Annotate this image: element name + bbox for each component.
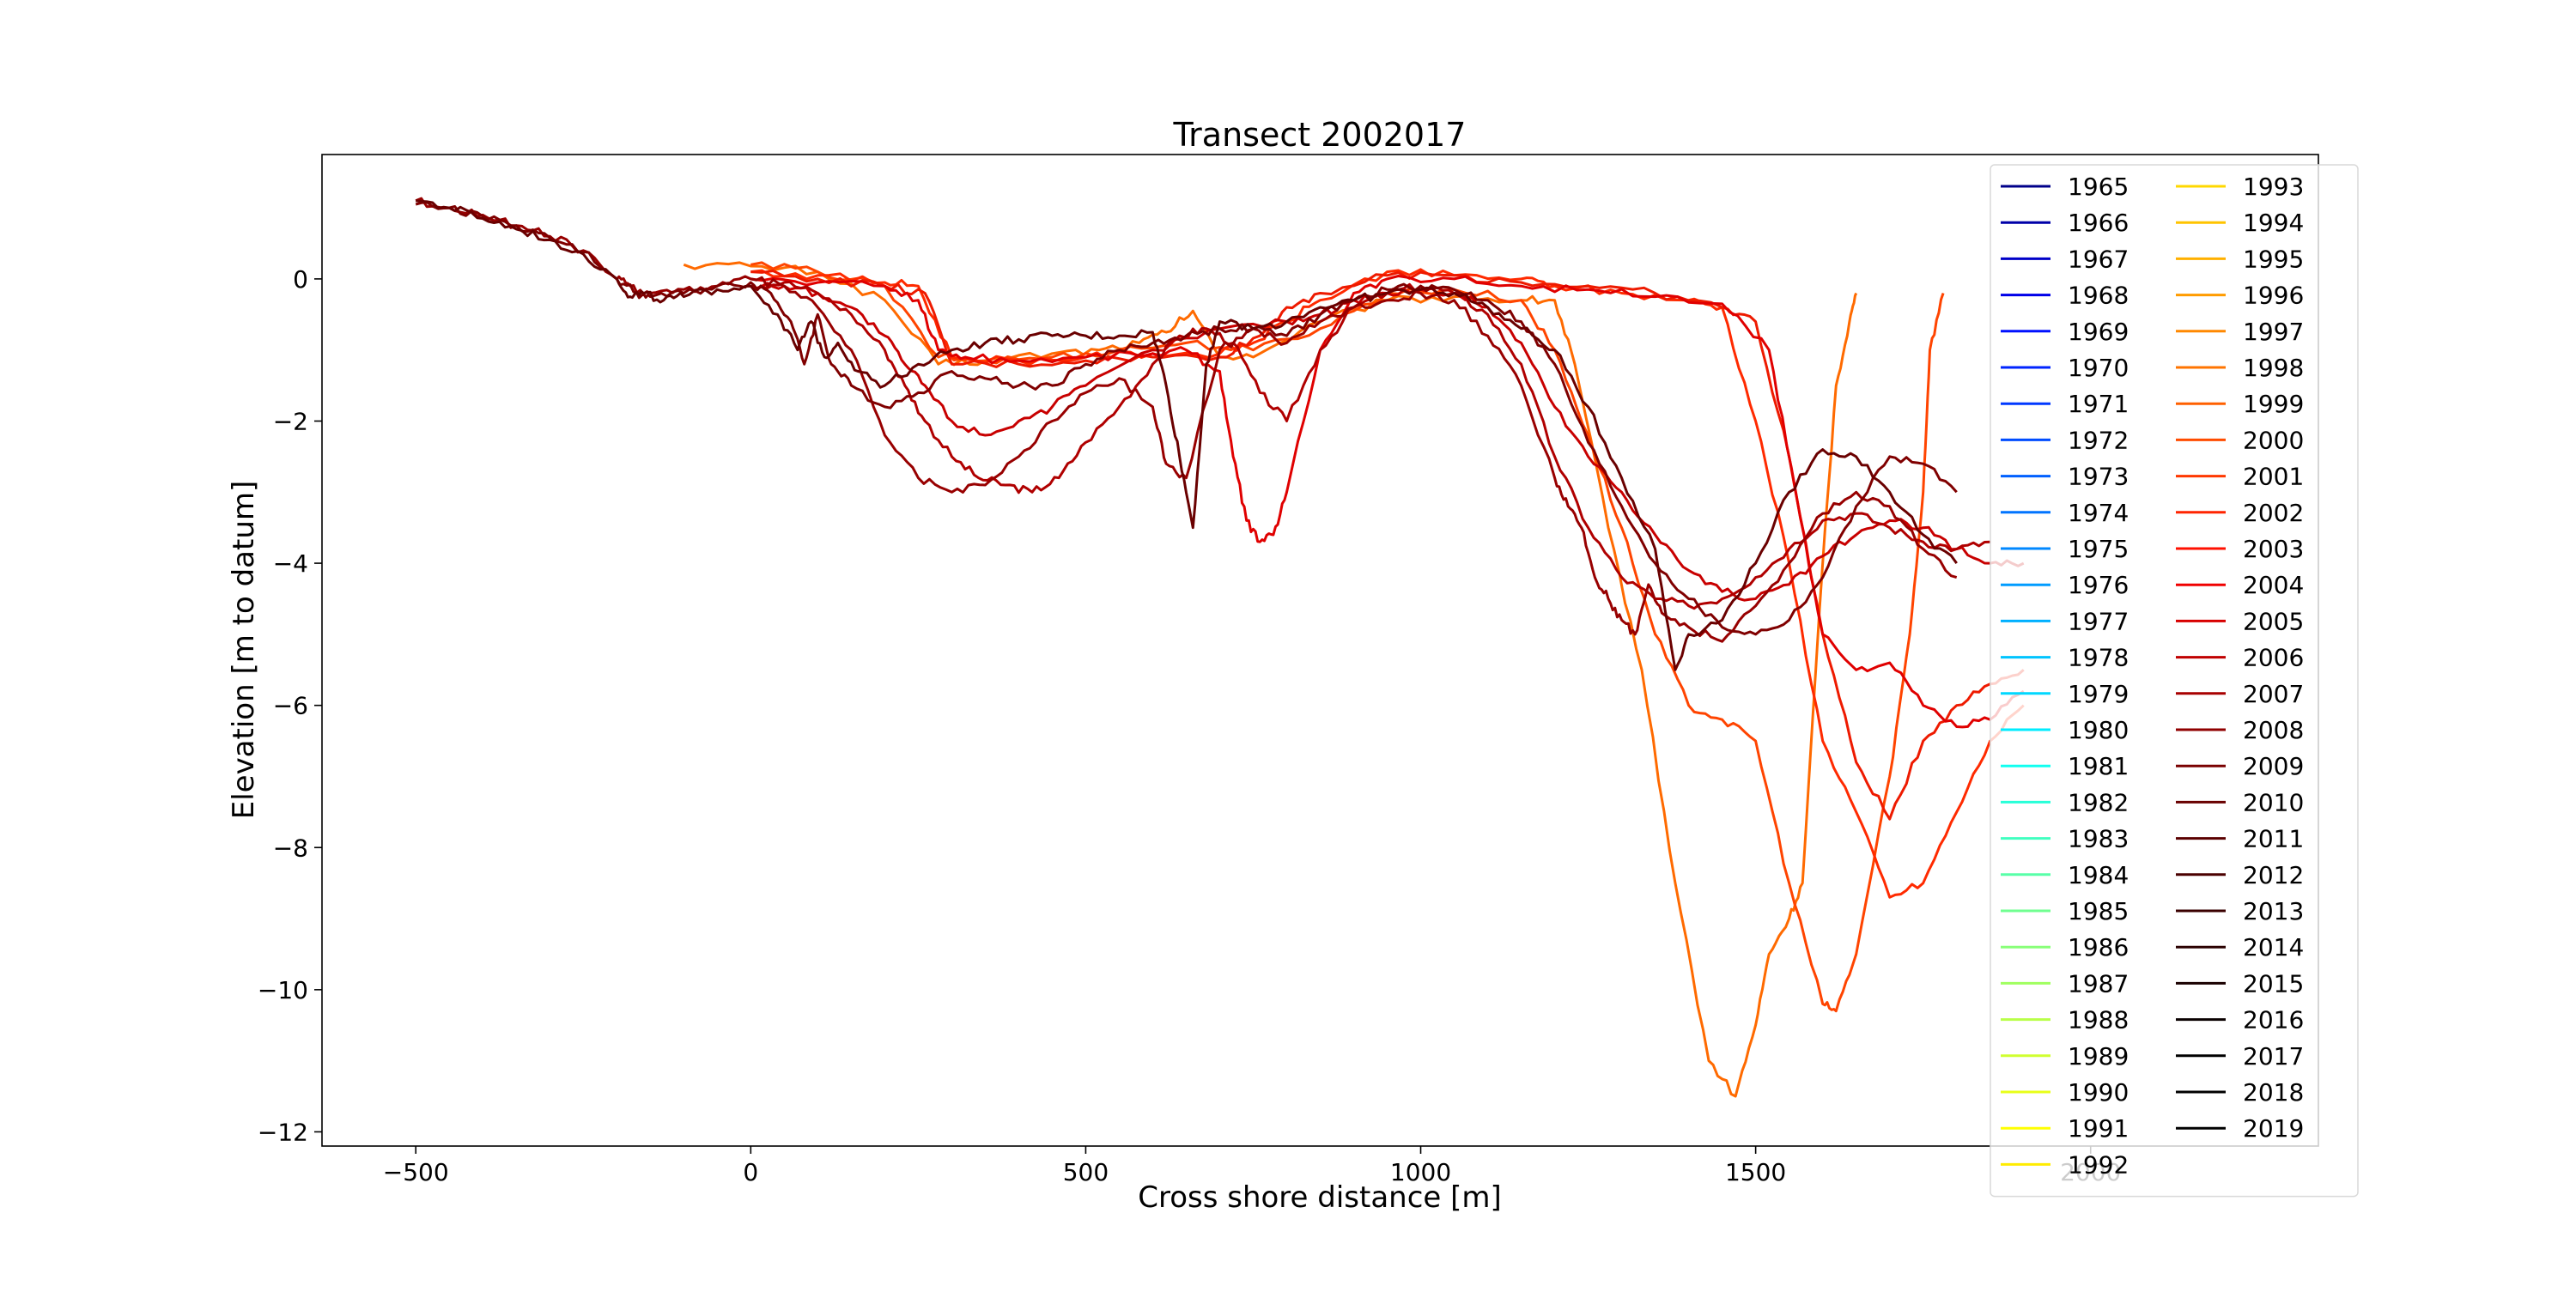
- legend-label: 1994: [2243, 209, 2304, 237]
- x-tick-label: −500: [383, 1158, 449, 1186]
- legend-label: 2013: [2243, 897, 2304, 925]
- legend-label: 1982: [2068, 788, 2129, 816]
- legend: 1965 1966 1967 1968 1969 1970 1971 1972 1973 1974…: [1990, 164, 2359, 1198]
- legend-label: 1983: [2068, 825, 2129, 853]
- legend-label: 1996: [2243, 282, 2304, 310]
- y-tick-label: −12: [258, 1118, 308, 1146]
- legend-label: 1997: [2243, 318, 2304, 346]
- y-tick-label: −2: [273, 407, 308, 435]
- legend-label: 1977: [2068, 607, 2129, 635]
- x-tick-label: 500: [1063, 1158, 1109, 1186]
- legend-label: 1998: [2243, 354, 2304, 382]
- x-tick-label: 0: [743, 1158, 758, 1186]
- legend-label: 1980: [2068, 716, 2129, 744]
- y-tick-label: 0: [293, 265, 308, 294]
- legend-label: 1969: [2068, 318, 2129, 346]
- legend-label: 1987: [2068, 969, 2129, 998]
- legend-label: 2016: [2243, 1006, 2304, 1034]
- legend-label: 1974: [2068, 499, 2129, 527]
- legend-label: 2011: [2243, 825, 2304, 853]
- legend-label: 1976: [2068, 571, 2129, 599]
- y-tick-label: −4: [273, 549, 308, 578]
- legend-label: 1975: [2068, 535, 2129, 563]
- legend-label: 1968: [2068, 282, 2129, 310]
- y-tick-label: −10: [258, 976, 308, 1004]
- plot-area: [322, 155, 2318, 1146]
- legend-label: 2015: [2243, 969, 2304, 998]
- x-tick-label: 1500: [1725, 1158, 1786, 1186]
- legend-label: 1986: [2068, 933, 2129, 961]
- series-line: [750, 261, 1945, 1013]
- y-ticks: −12 −10 −8 −6 −4 −2 0: [258, 265, 322, 1146]
- legend-label: 1973: [2068, 463, 2129, 491]
- legend-label: 1992: [2068, 1150, 2129, 1179]
- legend-label: 1993: [2243, 173, 2304, 201]
- legend-label: 2004: [2243, 571, 2304, 599]
- x-ticks: −5000500100015002000: [383, 1146, 2121, 1186]
- y-tick-label: −6: [273, 692, 308, 720]
- legend-label: 2008: [2243, 716, 2304, 744]
- chart-title: Transect 2002017: [1173, 116, 1467, 154]
- legend-label: 2006: [2243, 644, 2304, 672]
- x-axis-label: Cross shore distance [m]: [1138, 1180, 1502, 1215]
- legend-box: [1990, 164, 2359, 1198]
- legend-label: 2018: [2243, 1078, 2304, 1107]
- legend-label: 2003: [2243, 535, 2304, 563]
- legend-label: 2014: [2243, 933, 2304, 961]
- series-line: [750, 281, 1990, 610]
- legend-label: 1967: [2068, 245, 2129, 273]
- legend-label: 1965: [2068, 173, 2129, 201]
- legend-label: 2009: [2243, 752, 2304, 780]
- legend-label: 1971: [2068, 390, 2129, 418]
- series-line: [750, 270, 2025, 821]
- legend-label: 2017: [2243, 1042, 2304, 1071]
- legend-label: 1966: [2068, 209, 2129, 237]
- legend-label: 1991: [2068, 1114, 2129, 1143]
- legend-label: 2002: [2243, 499, 2304, 527]
- legend-label: 2001: [2243, 463, 2304, 491]
- legend-label: 1985: [2068, 897, 2129, 925]
- x-tick-label: 1000: [1390, 1158, 1451, 1186]
- legend-label: 2005: [2243, 607, 2304, 635]
- series-line: [415, 201, 1958, 636]
- legend-label: 1999: [2243, 390, 2304, 418]
- legend-label: 1989: [2068, 1042, 2129, 1071]
- legend-label: 1988: [2068, 1006, 2129, 1034]
- legend-label: 1981: [2068, 752, 2129, 780]
- legend-label: 1978: [2068, 644, 2129, 672]
- legend-label: 2019: [2243, 1114, 2304, 1143]
- legend-label: 1970: [2068, 354, 2129, 382]
- y-axis-label: Elevation [m to datum]: [227, 481, 261, 820]
- legend-label: 1972: [2068, 426, 2129, 454]
- series-layer: [415, 197, 2025, 1098]
- legend-label: 1995: [2243, 245, 2304, 273]
- series-line: [416, 199, 1958, 671]
- legend-label: 1979: [2068, 680, 2129, 708]
- legend-label: 2010: [2243, 788, 2304, 816]
- legend-label: 2007: [2243, 680, 2304, 708]
- legend-label: 1984: [2068, 861, 2129, 889]
- y-tick-label: −8: [273, 834, 308, 862]
- legend-label: 1990: [2068, 1078, 2129, 1107]
- legend-label: 2012: [2243, 861, 2304, 889]
- legend-label: 2000: [2243, 426, 2304, 454]
